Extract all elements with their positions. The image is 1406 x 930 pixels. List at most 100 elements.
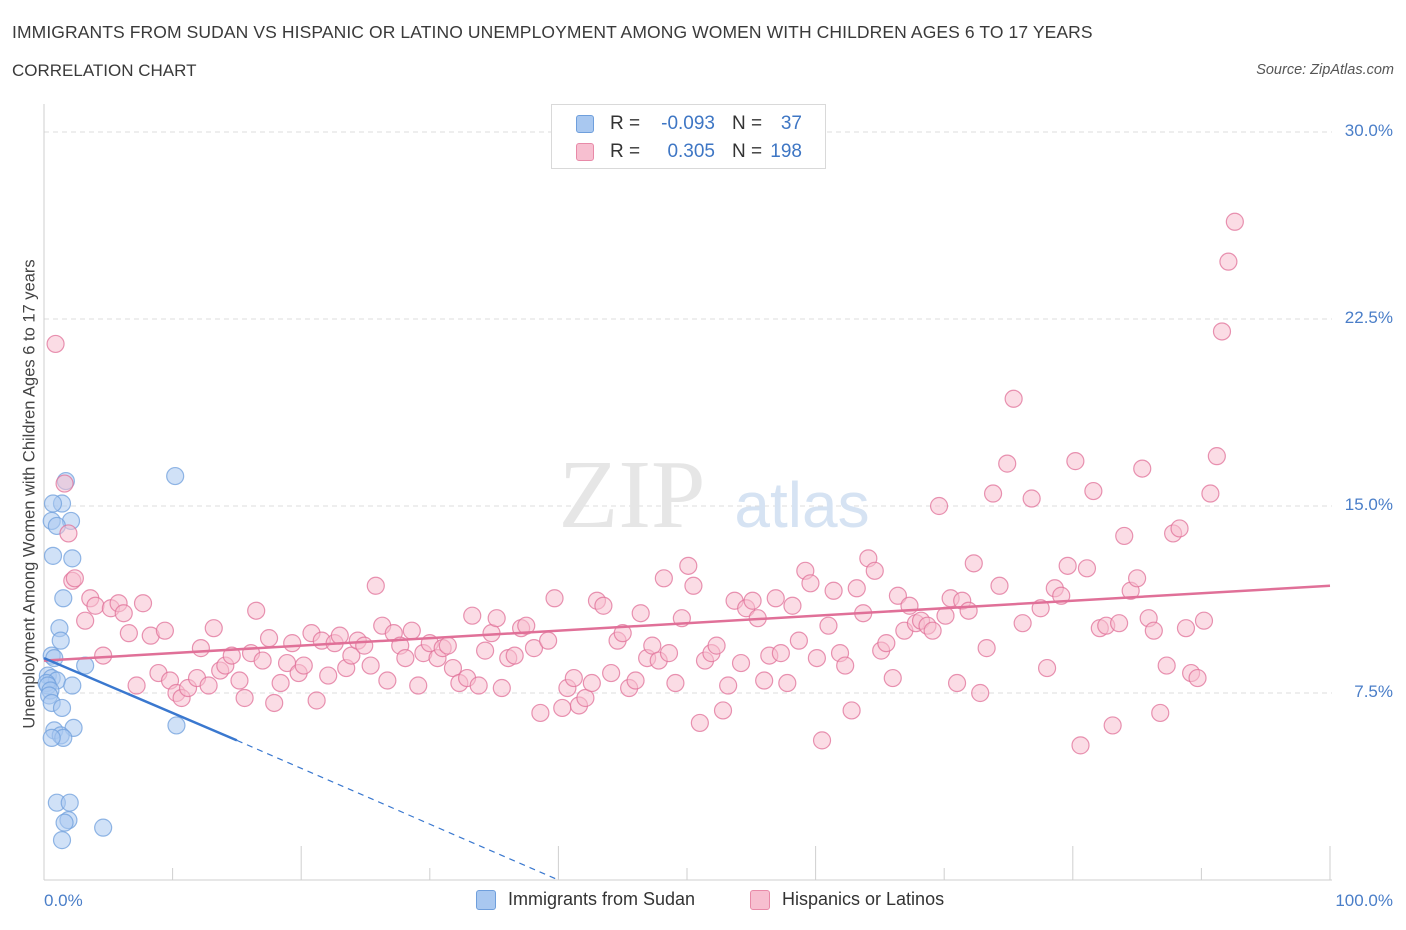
data-point [977, 639, 996, 658]
data-point [819, 616, 838, 635]
data-point [755, 671, 774, 690]
legend-r-label: R = [610, 113, 641, 134]
legend-n-label: N = [732, 113, 763, 134]
data-point [1170, 519, 1189, 538]
y-tick-label: 7.5% [1354, 682, 1393, 701]
legend-row-sudan: R = -0.093 N = 37 [552, 111, 825, 137]
data-point [743, 591, 762, 610]
data-point [531, 703, 550, 723]
data-point [443, 658, 463, 678]
chart-title: IMMIGRANTS FROM SUDAN VS HISPANIC OR LAT… [12, 22, 1093, 42]
data-point [94, 818, 113, 837]
data-point [1201, 484, 1220, 503]
y-tick-label: 15.0% [1344, 495, 1393, 514]
source-label[interactable]: Source: ZipAtlas.com [1256, 62, 1394, 78]
data-point [1127, 569, 1147, 588]
data-point [52, 698, 72, 718]
trend-line-sudan-extension [236, 739, 559, 881]
stats-legend: R = -0.093 N = 37 R = 0.305 N = 198 [551, 104, 826, 169]
data-point [1004, 389, 1023, 408]
data-point [888, 586, 908, 605]
data-point [631, 604, 650, 623]
data-point [330, 626, 349, 645]
data-point [43, 494, 63, 513]
data-point [1157, 656, 1176, 675]
data-point [396, 648, 415, 668]
axes [43, 104, 1332, 881]
data-point [990, 576, 1009, 595]
legend-swatch-sudan [576, 115, 594, 133]
legend-swatch-sudan [476, 889, 496, 910]
data-point [199, 676, 218, 695]
data-point [1194, 611, 1214, 630]
data-point [517, 616, 536, 635]
data-point [1225, 212, 1244, 231]
y-tick-label: 30.0% [1344, 121, 1393, 140]
watermark-atlas: atlas [734, 469, 869, 541]
data-point [771, 644, 790, 663]
data-point [1133, 459, 1152, 478]
data-point [475, 641, 495, 660]
data-point [1084, 481, 1103, 501]
data-point [55, 474, 74, 493]
legend-label-sudan: Immigrants from Sudan [508, 889, 696, 909]
data-point [666, 673, 685, 693]
data-point [594, 596, 613, 615]
data-point [1176, 619, 1196, 638]
data-point [63, 676, 82, 695]
legend-r-value: 0.305 [667, 141, 715, 162]
data-point [505, 646, 524, 665]
data-point [1115, 526, 1134, 546]
data-point [801, 574, 820, 593]
data-point [42, 728, 61, 747]
data-point [307, 691, 326, 710]
data-point [789, 631, 808, 650]
data-point [51, 631, 70, 650]
data-point [524, 639, 544, 658]
data-point [1022, 489, 1041, 508]
legend-r-label: R = [610, 141, 641, 162]
data-point [167, 716, 186, 735]
data-point [539, 631, 558, 650]
data-point [713, 701, 733, 720]
legend-row-hispanic: R = 0.305 N = 198 [552, 139, 825, 165]
data-point [319, 666, 338, 685]
trend-line-sudan [43, 656, 238, 742]
trend-line-hispanic [43, 584, 1331, 662]
data-point [63, 549, 82, 568]
data-point [60, 793, 79, 812]
data-point [55, 813, 74, 832]
data-point [46, 334, 65, 354]
chart-subtitle: CORRELATION CHART [12, 61, 197, 80]
data-point [342, 646, 361, 665]
data-point [1013, 614, 1032, 633]
data-point [166, 466, 185, 486]
data-point [936, 606, 955, 625]
data-point [1151, 703, 1170, 723]
data-point [1066, 452, 1085, 471]
data-point [659, 644, 679, 663]
x-tick-label-max: 100.0% [1335, 891, 1393, 910]
data-point [602, 663, 621, 683]
data-point [654, 569, 673, 588]
data-point [1212, 322, 1232, 341]
y-axis-label: Unemployment Among Women with Children A… [20, 259, 39, 729]
data-point [43, 546, 63, 565]
watermark-zip: ZIP [559, 441, 706, 549]
data-point [998, 454, 1017, 473]
data-point [824, 581, 843, 600]
data-point [576, 688, 595, 708]
legend-item-sudan[interactable]: Immigrants from Sudan [476, 889, 695, 910]
legend-n-value: 37 [780, 113, 802, 134]
data-point [1103, 716, 1122, 735]
data-point [492, 678, 511, 698]
data-point [59, 524, 78, 543]
data-point [438, 636, 457, 655]
data-point [133, 594, 153, 613]
data-point [684, 576, 703, 595]
data-point [613, 624, 632, 643]
data-point [402, 621, 421, 640]
legend-item-hispanic[interactable]: Hispanics or Latinos [750, 889, 944, 910]
data-point [366, 576, 385, 595]
